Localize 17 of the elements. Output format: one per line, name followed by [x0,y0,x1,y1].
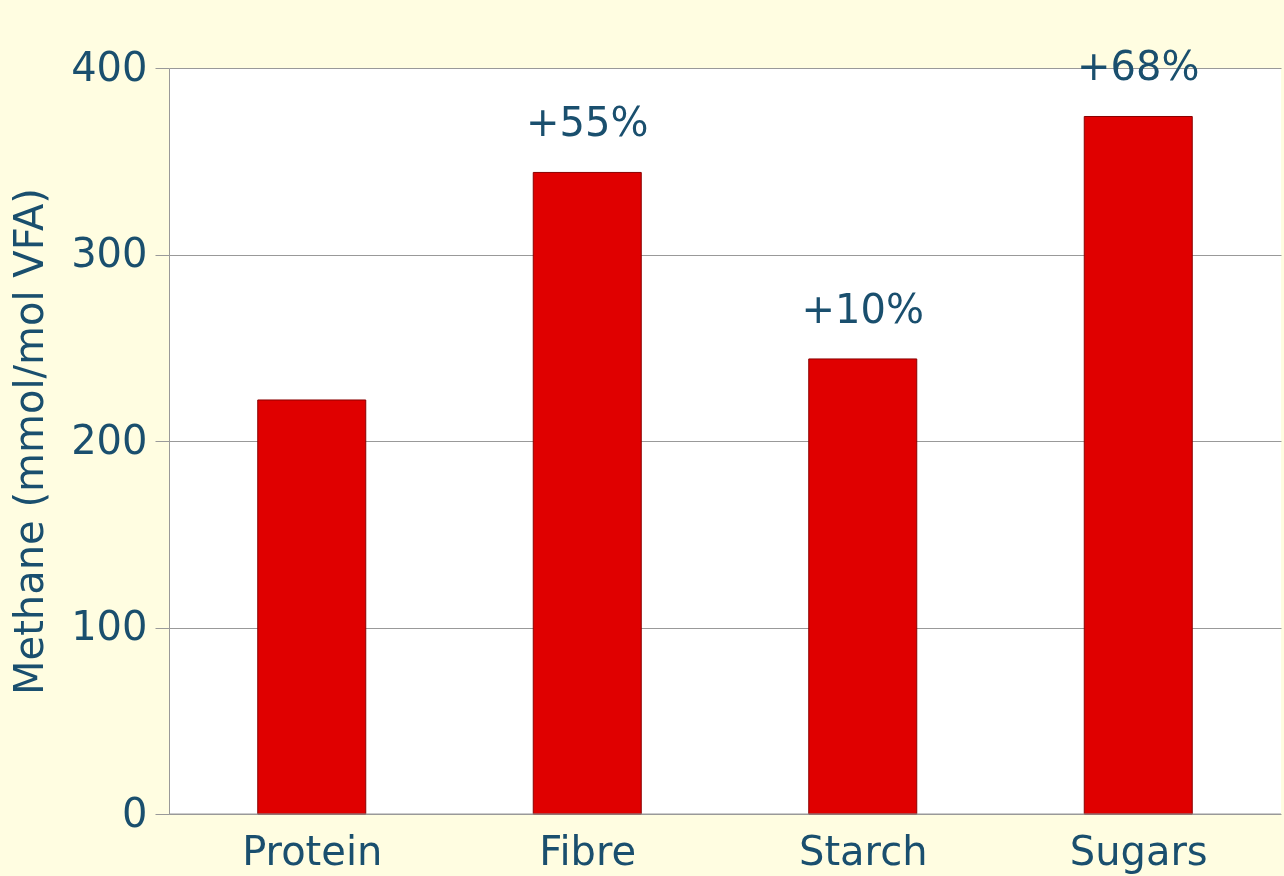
annotation: +68% [1077,43,1200,90]
y-tick-label: 0 [122,789,148,836]
x-tick-label: Fibre [539,827,637,874]
y-tick-label: 400 [71,43,148,90]
bar [532,171,642,815]
y-tick-label: 100 [71,603,148,649]
annotation: +10% [801,285,924,332]
bar [808,358,918,815]
y-tick-label: 300 [71,230,148,276]
x-tick-label: Protein [242,827,383,874]
annotation: +55% [526,99,649,146]
x-tick-label: Sugars [1069,827,1208,874]
bar [1083,115,1193,815]
y-tick-label: 200 [71,416,148,463]
bar [257,399,367,815]
x-tick-label: Starch [799,827,928,874]
y-axis-title: Methane (mmol/mol VFA) [6,188,53,695]
